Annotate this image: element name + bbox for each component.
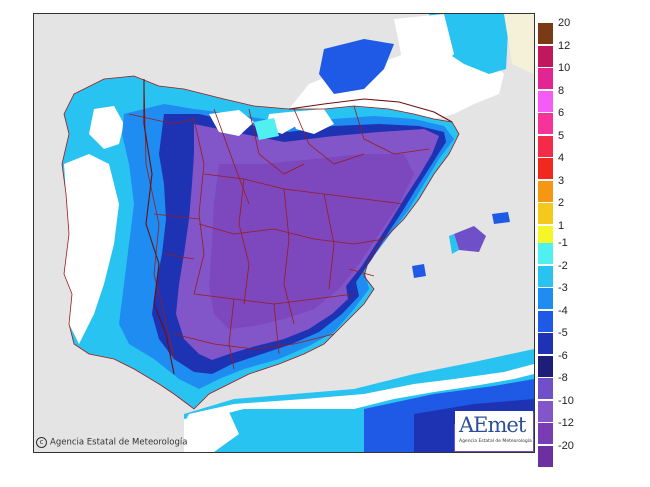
legend-swatch xyxy=(538,45,553,67)
legend-label: -2 xyxy=(558,259,568,272)
legend-swatch xyxy=(538,23,553,44)
province-borders xyxy=(61,75,460,410)
legend-swatch xyxy=(538,68,553,89)
legend-label: -20 xyxy=(558,439,574,452)
logo-name: AEmet xyxy=(459,413,526,437)
legend-swatch xyxy=(538,445,553,467)
mallorca xyxy=(454,226,486,252)
legend-swatch xyxy=(538,288,553,309)
legend-label: -4 xyxy=(558,304,568,317)
legend-swatch xyxy=(538,135,553,157)
legend-label: -10 xyxy=(558,394,574,407)
copyright-credit: c Agencia Estatal de Meteorología xyxy=(36,437,187,448)
portugal-warm-zone xyxy=(64,154,119,344)
legend-label: 1 xyxy=(558,219,565,232)
legend-label: 3 xyxy=(558,174,565,187)
france-corner xyxy=(504,14,534,74)
legend-label: -12 xyxy=(558,417,574,429)
africa-white-coast xyxy=(184,364,534,424)
copyright-icon: c xyxy=(36,437,47,448)
north-snow-1 xyxy=(209,110,254,136)
north-cyan-1 xyxy=(254,118,279,140)
legend-swatch xyxy=(538,310,553,332)
legend-swatch xyxy=(538,180,553,202)
legend-label: 6 xyxy=(558,107,565,119)
legend-swatch xyxy=(538,158,553,179)
ibiza xyxy=(412,264,426,278)
legend-swatch xyxy=(538,113,553,134)
map-canvas xyxy=(34,14,534,452)
france-snow xyxy=(394,14,454,74)
mallorca-rim xyxy=(449,234,459,254)
legend-swatch xyxy=(538,225,553,247)
legend-swatch xyxy=(538,203,553,224)
legend-label: -3 xyxy=(558,282,568,294)
legend-swatch xyxy=(538,378,553,399)
portugal-north-white xyxy=(89,106,124,149)
temperature-map xyxy=(33,13,535,453)
legend-label: -8 xyxy=(558,372,568,384)
legend-label: -5 xyxy=(558,327,568,339)
north-snow-3 xyxy=(289,109,334,134)
iberia-core-cold xyxy=(209,154,414,329)
france-cold-area xyxy=(319,39,394,94)
logo-subtitle: Agencia Estatal de Meteorología xyxy=(459,439,532,444)
legend-label: 10 xyxy=(558,62,571,74)
legend-label: 4 xyxy=(558,152,565,164)
legend-label: 12 xyxy=(558,39,571,52)
legend-swatch xyxy=(538,243,553,264)
legend-label: -1 xyxy=(558,237,568,249)
legend-label: 8 xyxy=(558,84,565,97)
aemet-logo: AEmet Agencia Estatal de Meteorología xyxy=(455,411,533,451)
legend-swatch xyxy=(538,400,553,422)
legend-label: 2 xyxy=(558,197,565,209)
legend-label: 5 xyxy=(558,129,565,142)
country-borders xyxy=(143,79,453,375)
legend-swatch xyxy=(538,333,553,354)
strait-land xyxy=(184,412,239,452)
france-landmass xyxy=(289,52,504,119)
legend-label: -6 xyxy=(558,349,568,362)
credit-text: Agencia Estatal de Meteorología xyxy=(50,437,188,448)
legend-swatch xyxy=(538,265,553,287)
legend-label: 20 xyxy=(558,17,571,29)
legend-swatch xyxy=(538,90,553,112)
temperature-legend: 20 12 10 8 6 5 4 3 2 1 -1 -2 -3 -4 -5 -6 -8 -10 -12 -20 xyxy=(538,17,596,467)
france-cold-area-north xyxy=(429,14,509,74)
legend-swatch xyxy=(538,355,553,377)
legend-swatch xyxy=(538,423,553,444)
menorca xyxy=(492,212,510,224)
